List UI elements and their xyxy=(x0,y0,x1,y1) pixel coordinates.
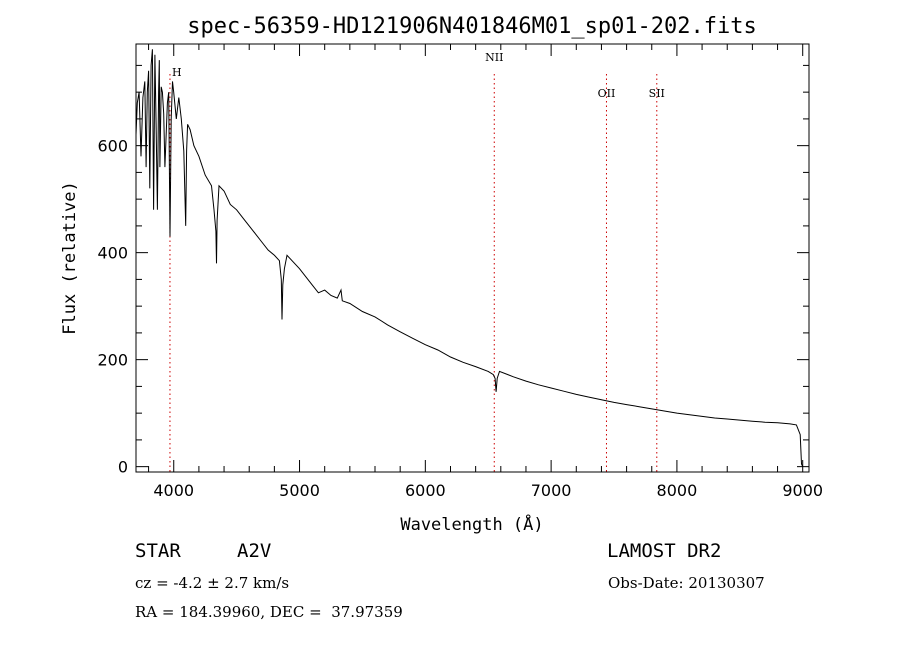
x-tick-label: 6000 xyxy=(405,481,446,500)
chart-title: spec-56359-HD121906N401846M01_sp01-202.f… xyxy=(187,14,757,39)
x-axis-label: Wavelength (Å) xyxy=(400,513,543,535)
marker-label-h: H xyxy=(172,66,182,79)
y-axis-label: Flux (relative) xyxy=(60,181,80,335)
x-tick-label: 5000 xyxy=(279,481,320,500)
marker-label-sii: SII xyxy=(649,87,665,100)
x-tick-label: 4000 xyxy=(153,481,194,500)
obs-date: Obs-Date: 20130307 xyxy=(608,574,765,592)
spectrum-line xyxy=(135,49,804,467)
x-tick-label: 8000 xyxy=(657,481,698,500)
x-tick-label: 7000 xyxy=(531,481,572,500)
marker-label-oii: OII xyxy=(598,87,616,100)
y-tick-label: 600 xyxy=(97,137,128,156)
x-tick-label: 9000 xyxy=(782,481,823,500)
axis-ticks: 4000 5000 6000 7000 8000 9000 0 200 400 600 xyxy=(97,44,823,500)
spectral-class: A2V xyxy=(237,540,272,562)
coordinates: RA = 184.39960, DEC = 37.97359 xyxy=(135,603,403,621)
emission-line-markers: H NII OII SII xyxy=(169,51,665,472)
object-type: STAR xyxy=(135,540,181,562)
y-tick-label: 200 xyxy=(97,351,128,370)
redshift-cz: cz = -4.2 ± 2.7 km/s xyxy=(135,574,290,592)
plot-frame xyxy=(135,43,810,473)
survey-name: LAMOST DR2 xyxy=(607,540,722,562)
y-tick-label: 400 xyxy=(97,244,128,263)
y-tick-label: 0 xyxy=(118,458,128,477)
marker-label-nii: NII xyxy=(485,51,503,64)
